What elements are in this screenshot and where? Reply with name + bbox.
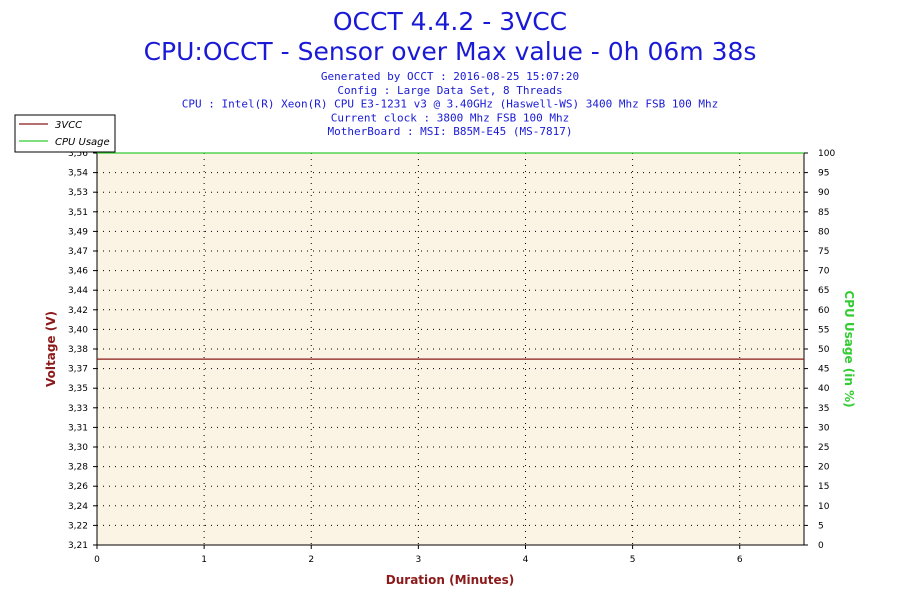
y-right-tick-label: 5 [818,521,824,531]
y-right-tick-label: 0 [818,541,824,551]
y-right-tick-label: 20 [818,463,830,473]
y-left-tick-label: 3,31 [68,423,88,433]
y-right-tick-label: 70 [818,267,830,277]
y-left-tick-label: 3,51 [68,208,88,218]
y-right-tick-label: 35 [818,404,829,414]
y-left-tick-label: 3,30 [68,443,88,453]
y-right-tick-label: 45 [818,365,829,375]
y-right-tick-label: 55 [818,325,829,335]
y-left-axis-label: Voltage (V) [44,311,58,387]
x-tick-label: 0 [94,555,100,565]
y-right-tick-label: 60 [818,306,830,316]
info-line: Generated by OCCT : 2016-08-25 15:07:20 [321,70,579,83]
y-left-tick-label: 3,49 [68,227,88,237]
x-axis-label: Duration (Minutes) [386,573,514,587]
y-right-tick-label: 80 [818,227,830,237]
y-right-tick-label: 75 [818,247,829,257]
y-left-tick-label: 3,38 [68,345,88,355]
y-right-tick-label: 15 [818,482,829,492]
y-right-ticks: 0 5 10 15 20 25 30 35 40 45 50 55 60 65 70 75 80 85 90 95 10… [804,149,835,551]
info-line: CPU : Intel(R) Xeon(R) CPU E3-1231 v3 @ … [182,98,718,111]
legend-label: 3VCC [55,120,82,131]
y-right-tick-label: 65 [818,286,829,296]
y-left-tick-label: 3,33 [68,404,88,414]
legend: 3VCC CPU Usage [14,114,116,153]
legend-label: CPU Usage [55,137,110,148]
legend-box [14,114,116,153]
x-tick-label: 6 [737,555,743,565]
y-right-tick-label: 40 [818,384,830,394]
y-right-tick-label: 85 [818,208,829,218]
y-left-tick-label: 3,26 [68,482,88,492]
x-tick-label: 4 [523,555,529,565]
y-left-tick-label: 3,54 [68,169,88,179]
y-left-tick-label: 3,44 [68,286,88,296]
y-right-tick-label: 30 [818,423,830,433]
y-left-tick-label: 3,24 [68,502,88,512]
y-left-tick-label: 3,42 [68,306,88,316]
x-ticks: 0 1 2 3 4 5 6 [94,545,743,565]
y-left-tick-label: 3,28 [68,463,88,473]
x-tick-label: 3 [415,555,421,565]
y-left-tick-label: 3,37 [68,365,88,375]
y-left-tick-label: 3,22 [68,521,88,531]
x-tick-label: 5 [630,555,636,565]
y-right-axis-label: CPU Usage (in %) [842,290,856,407]
y-right-tick-label: 100 [818,149,835,159]
y-left-tick-label: 3,35 [68,384,88,394]
chart-title: OCCT 4.4.2 - 3VCC [333,7,567,36]
y-left-tick-label: 3,56 [68,149,88,159]
series-lines [97,152,804,360]
y-left-tick-label: 3,40 [68,325,88,335]
y-right-tick-label: 25 [818,443,829,453]
y-right-tick-label: 95 [818,169,829,179]
info-line: Config : Large Data Set, 8 Threads [337,84,562,97]
y-left-tick-label: 3,21 [68,541,88,551]
info-line: MotherBoard : MSI: B85M-E45 (MS-7817) [327,125,572,138]
y-left-tick-label: 3,47 [68,247,88,257]
y-left-tick-label: 3,46 [68,267,88,277]
x-tick-label: 1 [201,555,207,565]
plot-area [96,152,805,546]
y-right-tick-label: 50 [818,345,830,355]
y-right-tick-label: 90 [818,188,830,198]
x-tick-label: 2 [308,555,314,565]
y-left-tick-label: 3,53 [68,188,88,198]
y-right-tick-label: 10 [818,502,830,512]
info-line: Current clock : 3800 Mhz FSB 100 Mhz [331,111,569,124]
chart-subtitle: CPU:OCCT - Sensor over Max value - 0h 06… [144,37,757,66]
y-left-ticks: 3,21 3,22 3,24 3,26 3,28 3,30 3,31 3,33 3,35 3,37… [68,149,97,551]
info-lines: Generated by OCCT : 2016-08-25 15:07:20C… [182,70,718,138]
